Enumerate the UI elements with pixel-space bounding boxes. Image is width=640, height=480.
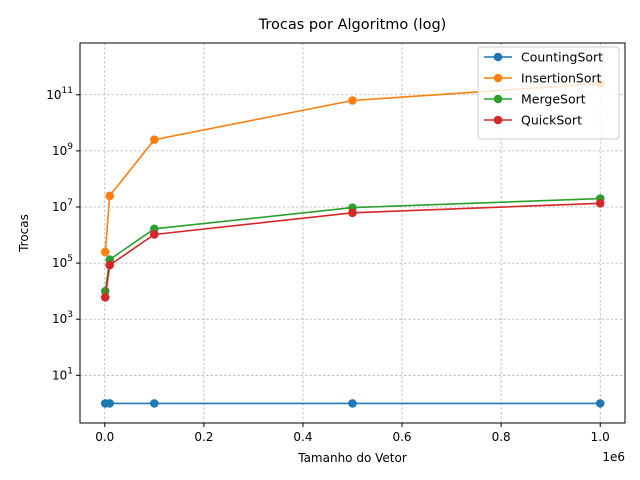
series-countingsort <box>100 399 605 408</box>
legend: CountingSort InsertionSort MergeSort QuickS… <box>477 46 620 140</box>
legend-box <box>477 46 620 140</box>
legend-swatch-marker <box>493 52 503 62</box>
series-layer <box>100 79 605 408</box>
legend-item-quicksort: QuickSort <box>484 113 582 128</box>
data-point-quicksort <box>150 230 159 239</box>
legend-item-mergesort: MergeSort <box>484 92 586 107</box>
data-point-mergesort <box>100 286 110 296</box>
legend-swatch-marker <box>493 73 503 83</box>
grid <box>80 43 625 423</box>
data-point-insertionsort <box>150 135 159 145</box>
x-tick-label: 0.6 <box>392 430 411 444</box>
x-tick-label: 0.0 <box>95 430 114 444</box>
x-axis: 0.0 0.2 0.4 0.6 0.8 1.0 <box>95 423 610 444</box>
y-axis-label: Trocas <box>17 214 31 253</box>
legend-swatch-marker <box>493 94 503 104</box>
legend-label: CountingSort <box>521 50 603 65</box>
legend-label: InsertionSort <box>521 71 602 86</box>
x-tick-label: 0.8 <box>492 430 511 444</box>
chart-title: Trocas por Algoritmo (log) <box>258 17 447 33</box>
data-point-quicksort <box>348 208 357 218</box>
data-point-insertionsort <box>348 96 357 105</box>
x-axis-scale-note: 1e6 <box>602 450 625 464</box>
data-point-quicksort <box>105 260 115 270</box>
data-point-quicksort <box>595 199 605 208</box>
data-point-countingsort <box>105 399 115 408</box>
series-quicksort <box>100 199 605 302</box>
legend-item-insertionsort: InsertionSort <box>484 71 602 86</box>
x-tick-label: 0.4 <box>293 430 312 444</box>
data-point-countingsort <box>348 399 357 408</box>
data-point-insertionsort <box>100 247 110 257</box>
x-tick-label: 1.0 <box>591 430 610 444</box>
x-axis-label: Tamanho do Vetor <box>297 451 407 465</box>
legend-label: MergeSort <box>521 92 586 107</box>
data-point-countingsort <box>150 399 159 408</box>
legend-item-countingsort: CountingSort <box>484 50 603 65</box>
data-point-countingsort <box>595 399 605 408</box>
x-tick-label: 0.2 <box>194 430 213 444</box>
legend-swatch-marker <box>493 115 503 125</box>
data-point-insertionsort <box>105 191 115 201</box>
legend-label: QuickSort <box>521 113 582 128</box>
plot-frame <box>79 42 626 424</box>
data-point-quicksort <box>100 293 110 302</box>
